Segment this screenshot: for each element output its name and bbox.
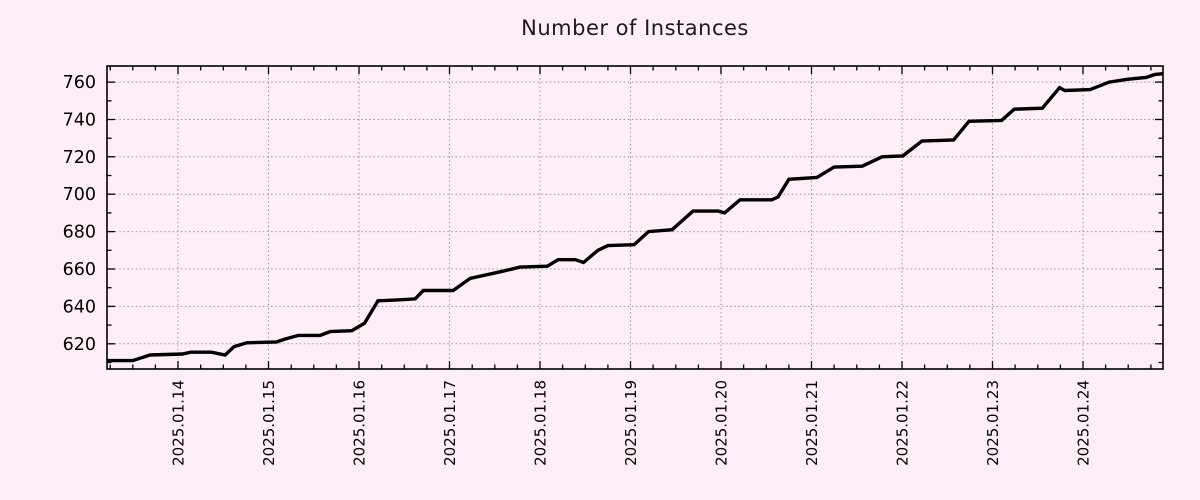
x-tick-label: 2025.01.23 <box>984 380 1002 466</box>
y-tick-label: 720 <box>63 148 96 168</box>
y-tick-label: 620 <box>63 335 96 355</box>
chart-title: Number of Instances <box>521 16 749 40</box>
x-tick-label: 2025.01.15 <box>260 380 278 466</box>
y-tick-label: 660 <box>63 260 96 280</box>
y-tick-label: 700 <box>63 185 96 205</box>
y-tick-label: 760 <box>63 73 96 93</box>
x-tick-label: 2025.01.20 <box>713 380 731 466</box>
y-tick-label: 640 <box>63 297 96 317</box>
x-tick-label: 2025.01.24 <box>1075 380 1093 466</box>
y-tick-label: 740 <box>63 111 96 131</box>
y-tick-label: 680 <box>63 223 96 243</box>
x-tick-label: 2025.01.18 <box>532 380 550 466</box>
x-tick-label: 2025.01.19 <box>622 380 640 466</box>
x-tick-label: 2025.01.22 <box>894 380 912 466</box>
x-tick-label: 2025.01.16 <box>351 380 369 466</box>
x-tick-label: 2025.01.21 <box>803 380 821 466</box>
plot-border <box>106 65 1164 370</box>
series-line-number-of-instances <box>107 72 1163 363</box>
x-tick-label: 2025.01.14 <box>170 380 188 466</box>
x-tick-label: 2025.01.17 <box>441 380 459 466</box>
